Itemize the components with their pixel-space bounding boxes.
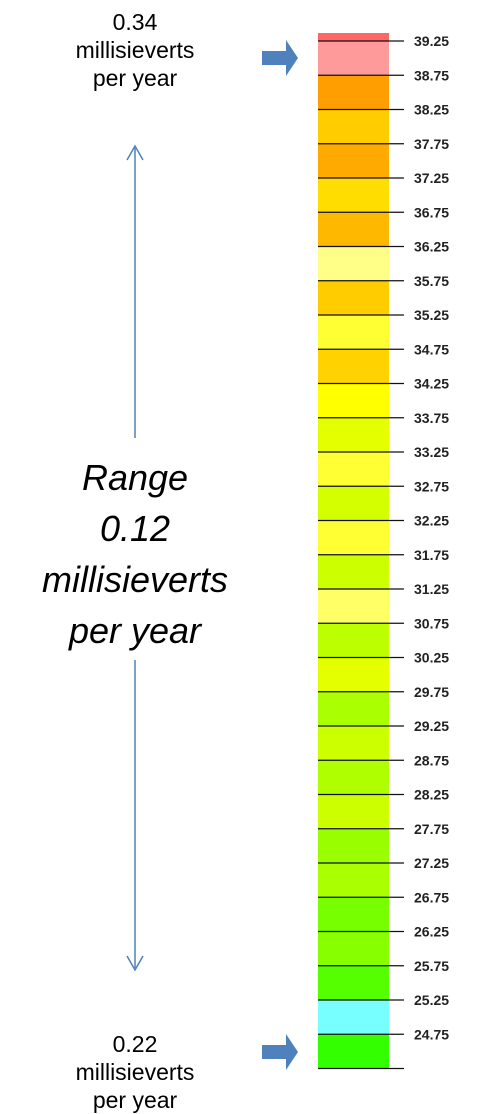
range-annotation-unit: millisieverts — [41, 559, 228, 600]
scale-tick-label: 25.75 — [414, 958, 449, 974]
bottom-annotation-value: 0.22 — [112, 1031, 158, 1057]
scale-tick-label: 33.75 — [414, 410, 449, 426]
range-arrow-up-head — [126, 144, 144, 161]
scale-cell — [318, 246, 389, 281]
scale-cell — [318, 280, 389, 315]
range-annotation-value: 0.12 — [99, 508, 171, 549]
range-annotation: Range 0.12 millisieverts per year — [5, 452, 265, 656]
scale-tick-label: 36.75 — [414, 204, 449, 220]
top-annotation: 0.34 millisieverts per year — [20, 8, 250, 92]
scale-cell — [318, 726, 389, 761]
scale-tick-label: 37.25 — [414, 170, 449, 186]
scale-cell — [318, 863, 389, 898]
top-pointer-arrow-icon — [262, 40, 298, 76]
scale-cell — [318, 931, 389, 966]
top-annotation-unit: millisieverts — [75, 37, 195, 63]
scale-tick-label: 31.25 — [414, 581, 449, 597]
scale-tick-label: 36.25 — [414, 239, 449, 255]
scale-tick-label: 38.25 — [414, 102, 449, 118]
scale-tick-label: 27.75 — [414, 821, 449, 837]
scale-tick-label: 34.75 — [414, 341, 449, 357]
scale-cell — [318, 452, 389, 487]
range-annotation-period: per year — [68, 610, 202, 651]
scale-tick-label: 32.25 — [414, 513, 449, 529]
scale-cell — [318, 178, 389, 213]
range-arrow-down-head — [126, 955, 144, 972]
color-scale-bar — [318, 33, 389, 1069]
scale-cell — [318, 828, 389, 863]
scale-cell — [318, 520, 389, 555]
bottom-annotation: 0.22 millisieverts per year — [20, 1030, 250, 1114]
scale-cell — [318, 657, 389, 692]
scale-cell — [318, 212, 389, 247]
scale-tick-label: 29.25 — [414, 718, 449, 734]
scale-tick-label: 32.75 — [414, 478, 449, 494]
bottom-annotation-unit: millisieverts — [75, 1059, 195, 1085]
scale-tick-label: 30.75 — [414, 615, 449, 631]
bottom-annotation-period: per year — [92, 1087, 178, 1113]
scale-tick-label: 29.75 — [414, 684, 449, 700]
scale-cell — [318, 41, 389, 76]
scale-cell — [318, 623, 389, 658]
scale-cell — [318, 143, 389, 178]
scale-cell — [318, 897, 389, 932]
scale-cell — [318, 315, 389, 350]
scale-tick-label: 27.25 — [414, 855, 449, 871]
bottom-pointer-arrow — [262, 1034, 298, 1070]
scale-tick-label: 26.25 — [414, 924, 449, 940]
scale-cell — [318, 1034, 389, 1069]
scale-cell — [318, 554, 389, 589]
scale-tick-label: 33.25 — [414, 444, 449, 460]
scale-tick-label: 39.25 — [414, 33, 449, 49]
range-annotation-line1: Range — [81, 457, 189, 498]
scale-cell — [318, 965, 389, 1000]
scale-tick-label: 28.75 — [414, 752, 449, 768]
scale-cell — [318, 691, 389, 726]
scale-cell — [318, 109, 389, 144]
scale-tick-label: 34.25 — [414, 376, 449, 392]
scale-tick-label: 24.75 — [414, 1026, 449, 1042]
scale-tick-label: 31.75 — [414, 547, 449, 563]
scale-tick-label: 28.25 — [414, 787, 449, 803]
scale-cell — [318, 589, 389, 624]
scale-tick-label: 26.75 — [414, 889, 449, 905]
scale-cell — [318, 760, 389, 795]
scale-tick-label: 38.75 — [414, 67, 449, 83]
scale-cell — [318, 1000, 389, 1035]
scale-ticks: 39.25 38.75 38.25 37.75 37.25 36.75 36.25 35.75… — [318, 33, 449, 1070]
top-pointer-arrow — [262, 40, 298, 76]
scale-tick-label: 35.25 — [414, 307, 449, 323]
scale-cell — [318, 794, 389, 829]
scale-cell — [318, 486, 389, 521]
top-annotation-period: per year — [92, 65, 178, 91]
range-arrow — [126, 144, 144, 972]
scale-cell — [318, 417, 389, 452]
scale-cell — [318, 383, 389, 418]
scale-cell — [318, 75, 389, 110]
scale-tick-label: 37.75 — [414, 136, 449, 152]
scale-tick-label: 30.25 — [414, 650, 449, 666]
scale-tick-label: 25.25 — [414, 992, 449, 1008]
bottom-pointer-arrow-icon — [262, 1034, 298, 1070]
top-annotation-value: 0.34 — [112, 9, 158, 35]
scale-tick-label: 35.75 — [414, 273, 449, 289]
scale-top-sliver — [318, 33, 389, 41]
scale-cell — [318, 349, 389, 384]
